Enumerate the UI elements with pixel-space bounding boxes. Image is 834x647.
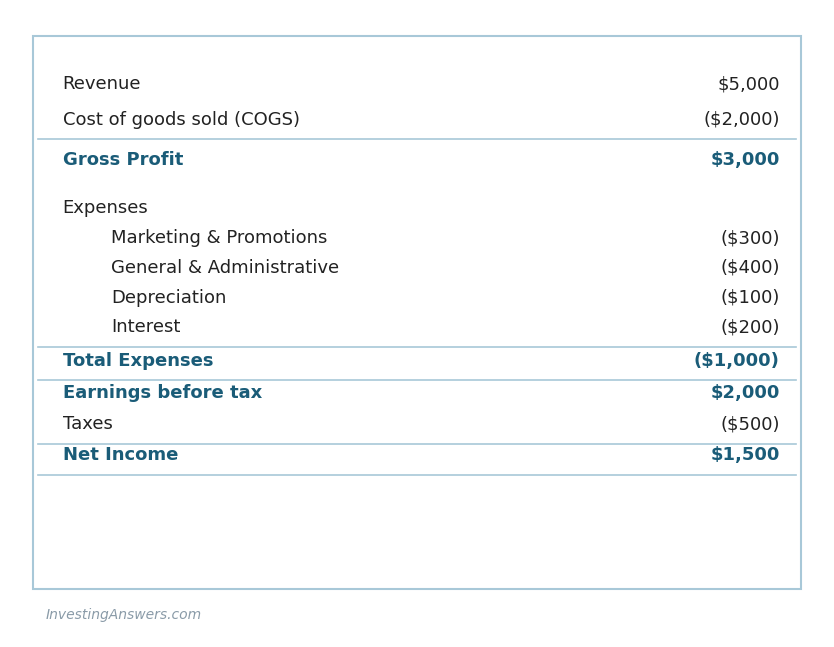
- Text: $5,000: $5,000: [717, 75, 780, 93]
- Text: ($2,000): ($2,000): [703, 111, 780, 129]
- Text: ($500): ($500): [721, 415, 780, 433]
- Text: ($1,000): ($1,000): [694, 352, 780, 370]
- Text: ($300): ($300): [721, 229, 780, 247]
- Text: Revenue: Revenue: [63, 75, 141, 93]
- Text: Total Expenses: Total Expenses: [63, 352, 213, 370]
- Text: Marketing & Promotions: Marketing & Promotions: [111, 229, 327, 247]
- Text: Taxes: Taxes: [63, 415, 113, 433]
- Text: ($200): ($200): [721, 318, 780, 336]
- Text: Cost of goods sold (COGS): Cost of goods sold (COGS): [63, 111, 299, 129]
- Text: Net Income: Net Income: [63, 446, 178, 465]
- Text: Interest: Interest: [111, 318, 180, 336]
- Text: $2,000: $2,000: [711, 384, 780, 402]
- Text: $1,500: $1,500: [711, 446, 780, 465]
- Text: ($400): ($400): [721, 259, 780, 277]
- Text: General & Administrative: General & Administrative: [111, 259, 339, 277]
- Text: Depreciation: Depreciation: [111, 289, 226, 307]
- Text: $3,000: $3,000: [711, 151, 780, 170]
- Text: Earnings before tax: Earnings before tax: [63, 384, 262, 402]
- Text: Gross Profit: Gross Profit: [63, 151, 183, 170]
- FancyBboxPatch shape: [33, 36, 801, 589]
- Text: ($100): ($100): [721, 289, 780, 307]
- Text: Expenses: Expenses: [63, 199, 148, 217]
- Text: InvestingAnswers.com: InvestingAnswers.com: [46, 608, 202, 622]
